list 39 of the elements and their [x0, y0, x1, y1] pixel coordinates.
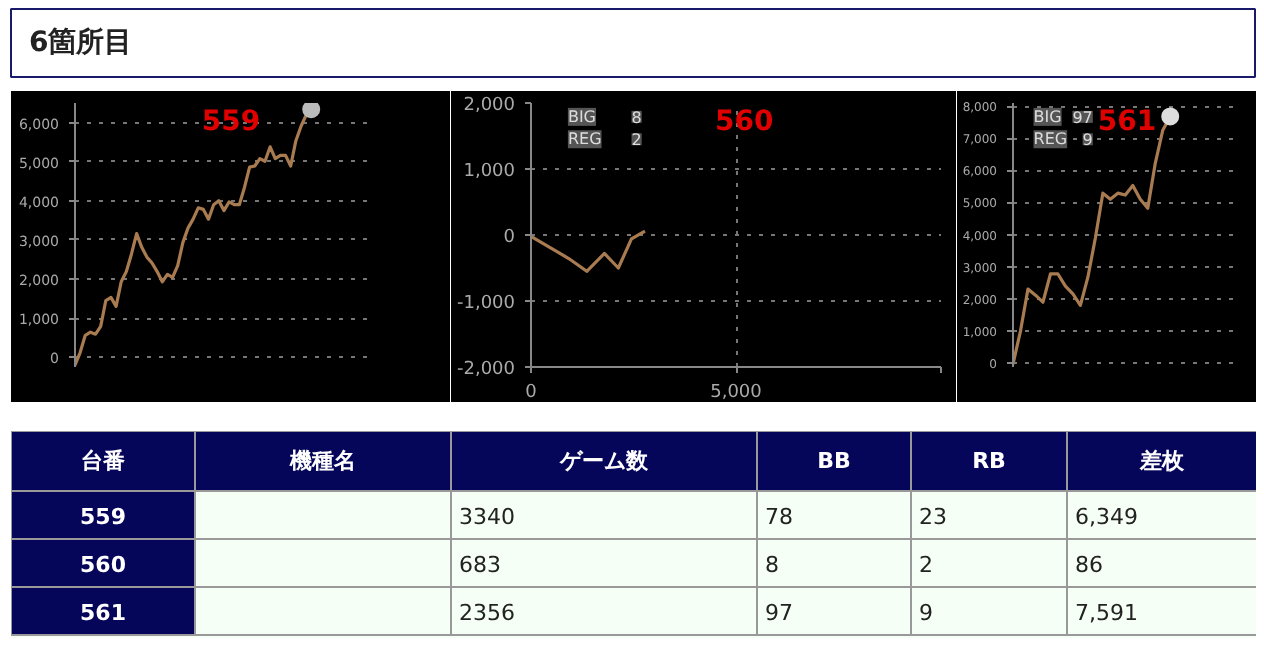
category-label: 台番 [81, 448, 125, 474]
annotation: BIG [1033, 107, 1062, 126]
annotation: 8 [631, 108, 642, 127]
y-tick-label: -2,000 [456, 360, 516, 380]
chart-title: 560 [714, 106, 774, 139]
chart-title: 559 [201, 106, 261, 139]
category-label: BB [817, 448, 851, 474]
category-label: 差枚 [1138, 448, 1186, 474]
category-label: ゲーム数 [558, 448, 650, 474]
annotation: REG [1033, 130, 1068, 149]
text: 8 [765, 552, 779, 578]
text: 2 [919, 552, 933, 578]
text: 6,349 [1075, 504, 1138, 530]
line-series [531, 229, 647, 273]
text: 23 [919, 504, 947, 530]
text: 683 [459, 552, 501, 578]
category-label: 機種名 [288, 448, 356, 474]
chart-title: 561 [1097, 106, 1157, 139]
category-label: 560 [80, 552, 126, 578]
annotation: BIG [567, 107, 596, 126]
category-label: 561 [80, 600, 126, 626]
y-tick-label: -1,000 [456, 294, 516, 314]
text: 3340 [459, 504, 515, 530]
text: 97 [765, 600, 793, 626]
text: 86 [1075, 552, 1103, 578]
annotation: 9 [1082, 131, 1093, 150]
text: 6箇所目 [29, 27, 133, 59]
category-label: 559 [80, 504, 126, 530]
category-label: RB [972, 448, 1006, 474]
annotation: 2 [631, 131, 642, 150]
y-tick-label: 2,000 [463, 96, 516, 116]
annotation: REG [567, 130, 602, 149]
text: 2356 [459, 600, 515, 626]
annotation: 97 [1072, 108, 1093, 127]
text: 9 [919, 600, 933, 626]
text: 78 [765, 504, 793, 530]
text: 7,591 [1075, 600, 1138, 626]
y-tick-label: 0 [503, 228, 516, 248]
y-tick-label: 1,000 [463, 162, 516, 182]
